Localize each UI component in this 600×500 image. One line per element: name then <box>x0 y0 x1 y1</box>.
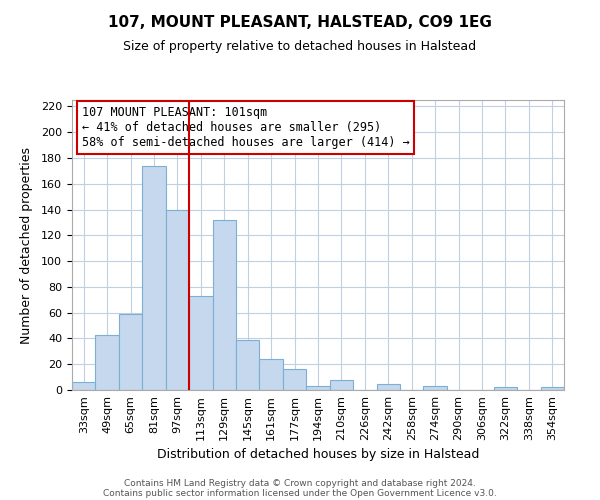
Bar <box>494 388 517 390</box>
Bar <box>72 382 95 390</box>
Bar <box>212 220 236 390</box>
Text: Size of property relative to detached houses in Halstead: Size of property relative to detached ho… <box>124 40 476 53</box>
Bar <box>119 314 142 390</box>
Bar <box>377 384 400 390</box>
Bar <box>95 334 119 390</box>
Bar <box>142 166 166 390</box>
Text: 107 MOUNT PLEASANT: 101sqm
← 41% of detached houses are smaller (295)
58% of sem: 107 MOUNT PLEASANT: 101sqm ← 41% of deta… <box>82 106 410 149</box>
Bar <box>541 388 564 390</box>
Y-axis label: Number of detached properties: Number of detached properties <box>20 146 32 344</box>
Bar <box>189 296 212 390</box>
Bar <box>283 370 306 390</box>
Bar <box>424 386 447 390</box>
X-axis label: Distribution of detached houses by size in Halstead: Distribution of detached houses by size … <box>157 448 479 462</box>
Bar <box>306 386 330 390</box>
Text: Contains public sector information licensed under the Open Government Licence v3: Contains public sector information licen… <box>103 488 497 498</box>
Bar <box>236 340 259 390</box>
Text: Contains HM Land Registry data © Crown copyright and database right 2024.: Contains HM Land Registry data © Crown c… <box>124 478 476 488</box>
Text: 107, MOUNT PLEASANT, HALSTEAD, CO9 1EG: 107, MOUNT PLEASANT, HALSTEAD, CO9 1EG <box>108 15 492 30</box>
Bar <box>259 359 283 390</box>
Bar <box>330 380 353 390</box>
Bar <box>166 210 189 390</box>
